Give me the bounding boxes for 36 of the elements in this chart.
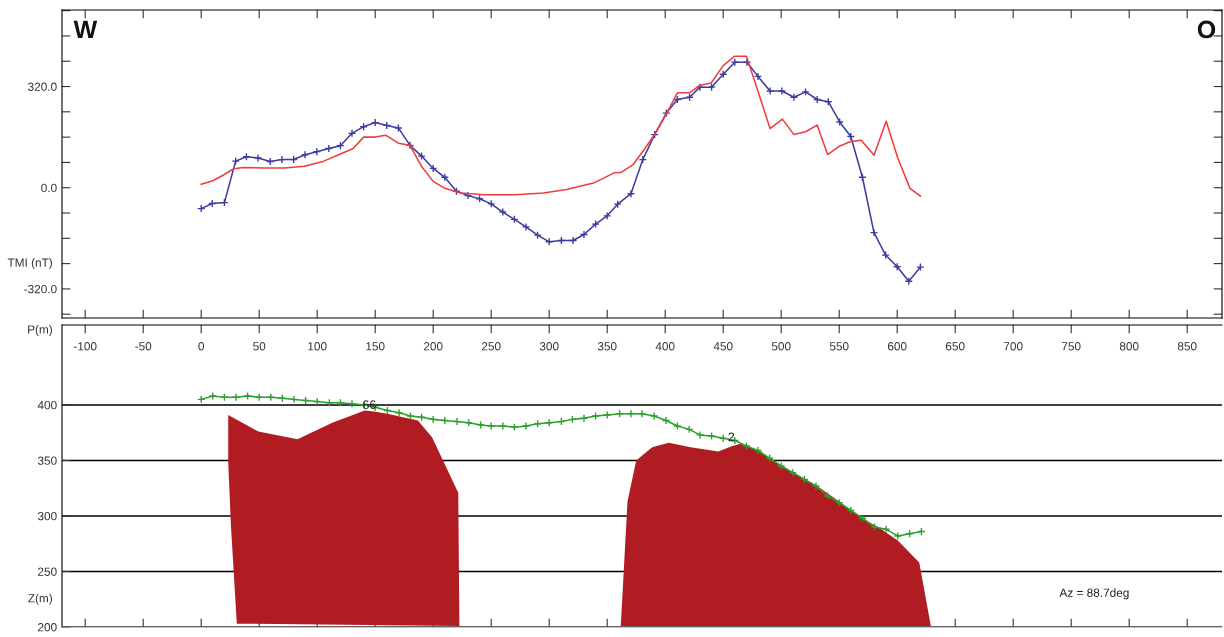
line-series bbox=[200, 55, 922, 198]
x-axis-title: P(m) bbox=[28, 325, 52, 336]
y-tick-label: -320.0 bbox=[24, 284, 57, 294]
annotation: Az = 88.7deg bbox=[1059, 588, 1129, 600]
x-tick-label: 650 bbox=[945, 342, 965, 351]
y-tick-label: 400 bbox=[37, 400, 57, 410]
x-tick-label: 600 bbox=[887, 342, 907, 351]
annotation: O bbox=[1197, 20, 1216, 39]
x-tick-label: 200 bbox=[423, 342, 443, 351]
x-tick-label: 100 bbox=[308, 342, 327, 351]
x-tick-label: 50 bbox=[253, 342, 266, 351]
x-tick-label: -100 bbox=[73, 342, 97, 351]
annotation: 66 bbox=[363, 400, 376, 410]
y-axis-title: TMI (nT) bbox=[7, 258, 52, 270]
x-tick-label: 750 bbox=[1061, 342, 1081, 351]
x-tick-label: 400 bbox=[655, 342, 675, 351]
y-tick-label: 320.0 bbox=[28, 82, 57, 91]
x-tick-label: 300 bbox=[539, 342, 559, 351]
y-tick-label: 0.0 bbox=[41, 183, 57, 193]
x-tick-label: 0 bbox=[198, 342, 205, 351]
x-tick-label: 150 bbox=[366, 342, 385, 351]
annotation: W bbox=[73, 20, 98, 39]
y-tick-label: 300 bbox=[37, 512, 57, 521]
x-tick-label: 700 bbox=[1003, 342, 1023, 351]
y-tick-label: 250 bbox=[38, 567, 57, 576]
y-axis-title: Z(m) bbox=[28, 593, 52, 605]
x-tick-label: 550 bbox=[829, 342, 849, 351]
y-tick-label: 200 bbox=[38, 623, 57, 632]
y-tick-label: 350 bbox=[37, 456, 57, 465]
x-tick-label: 500 bbox=[771, 342, 791, 351]
x-tick-label: -50 bbox=[135, 342, 152, 351]
x-tick-label: 800 bbox=[1119, 342, 1139, 351]
x-tick-label: 350 bbox=[597, 342, 617, 351]
x-tick-label: 850 bbox=[1177, 342, 1197, 351]
x-tick-label: 250 bbox=[481, 342, 501, 351]
x-tick-label: 450 bbox=[713, 342, 733, 351]
